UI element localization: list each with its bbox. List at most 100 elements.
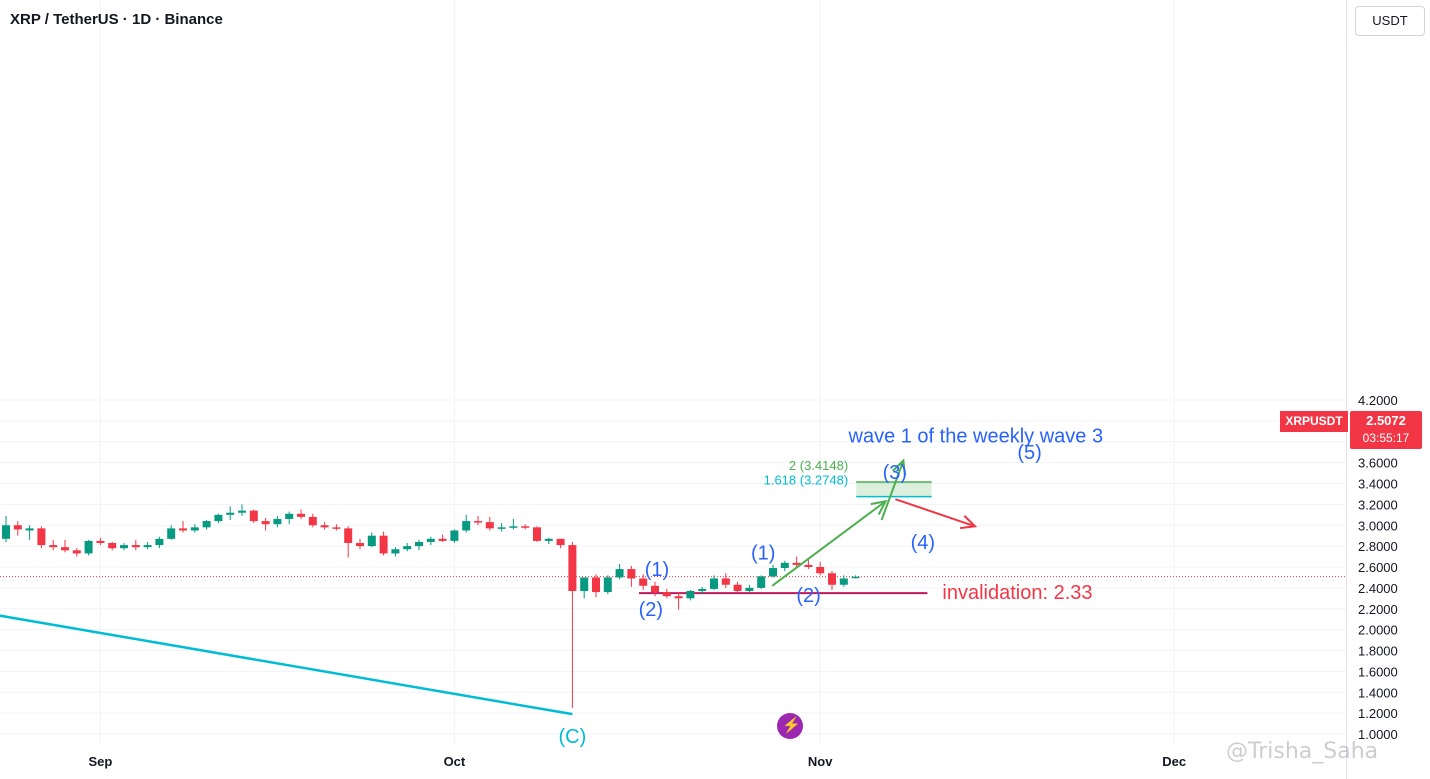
- candle-body[interactable]: [190, 527, 199, 531]
- wave-label: (2): [796, 585, 820, 607]
- candle-body[interactable]: [450, 530, 459, 541]
- candle-body[interactable]: [757, 576, 766, 588]
- candle-body[interactable]: [249, 510, 258, 522]
- candle-body[interactable]: [2, 525, 10, 539]
- candle-body[interactable]: [61, 547, 69, 551]
- y-tick-label: 2.2000: [1358, 602, 1398, 617]
- candle-body[interactable]: [639, 578, 648, 586]
- annotation-text: wave 1 of the weekly wave 3: [848, 425, 1104, 447]
- projection-arrow[interactable]: [895, 498, 976, 528]
- candle-body[interactable]: [816, 567, 825, 574]
- candle-body[interactable]: [261, 521, 270, 525]
- y-tick-label: 3.0000: [1358, 518, 1398, 533]
- y-tick-label: 2.0000: [1358, 623, 1398, 638]
- candle-body[interactable]: [332, 527, 341, 529]
- candle-body[interactable]: [13, 525, 22, 530]
- candle-body[interactable]: [769, 568, 777, 577]
- candle-body[interactable]: [202, 521, 211, 528]
- candle-body[interactable]: [320, 525, 329, 528]
- candle-body[interactable]: [851, 576, 860, 579]
- candle-body[interactable]: [615, 569, 624, 578]
- candle-body[interactable]: [580, 577, 589, 592]
- candle-body[interactable]: [308, 516, 317, 526]
- candle-body[interactable]: [627, 569, 636, 579]
- candle-body[interactable]: [828, 573, 836, 585]
- candle-body[interactable]: [674, 596, 683, 599]
- y-tick-label: 2.8000: [1358, 539, 1398, 554]
- candle-body[interactable]: [415, 541, 423, 547]
- candle-body[interactable]: [462, 521, 471, 531]
- candle-body[interactable]: [273, 518, 282, 525]
- candle-body[interactable]: [297, 513, 305, 517]
- projection-arrow[interactable]: [771, 500, 887, 587]
- y-tick-label: 3.4000: [1358, 477, 1398, 492]
- candle-body[interactable]: [49, 545, 58, 548]
- currency-button[interactable]: USDT: [1355, 6, 1425, 36]
- candle-body[interactable]: [533, 527, 541, 541]
- candle-body[interactable]: [568, 545, 577, 592]
- candle-body[interactable]: [37, 528, 46, 546]
- lightning-icon[interactable]: [777, 713, 803, 739]
- candle-body[interactable]: [25, 528, 34, 531]
- candle-body[interactable]: [556, 538, 565, 546]
- wave-label: (1): [645, 559, 669, 581]
- candle-body[interactable]: [592, 577, 600, 593]
- candle-body[interactable]: [497, 527, 506, 529]
- candle-body[interactable]: [721, 578, 730, 585]
- candle-body[interactable]: [96, 540, 105, 543]
- trend-line[interactable]: [0, 566, 573, 716]
- candle-body[interactable]: [84, 540, 93, 554]
- candle-body[interactable]: [356, 542, 364, 547]
- candle-body[interactable]: [474, 521, 482, 523]
- candle-body[interactable]: [603, 577, 612, 593]
- candle-body[interactable]: [367, 535, 376, 547]
- last-price-box: 2.5072 03:55:17: [1350, 411, 1422, 449]
- candle-body[interactable]: [698, 588, 707, 592]
- candle-body[interactable]: [745, 587, 754, 592]
- candle-body[interactable]: [214, 514, 223, 522]
- candle-body[interactable]: [651, 585, 659, 593]
- candle-body[interactable]: [72, 550, 81, 554]
- candle-body[interactable]: [155, 538, 164, 546]
- candle-body[interactable]: [839, 578, 848, 585]
- candle-body[interactable]: [485, 522, 494, 529]
- candle-body[interactable]: [379, 535, 388, 554]
- wave-label: (5): [1017, 442, 1041, 464]
- candle-body[interactable]: [167, 528, 176, 539]
- candle-body[interactable]: [108, 542, 117, 549]
- y-tick-label: 4.2000: [1358, 393, 1398, 408]
- y-tick-label: 1.6000: [1358, 664, 1398, 679]
- x-tick-label: Nov: [808, 754, 833, 769]
- arrow-head: [891, 458, 906, 476]
- candle-body[interactable]: [143, 545, 152, 548]
- candle-body[interactable]: [238, 510, 246, 513]
- symbol-price-tag: XRPUSDT: [1280, 411, 1348, 432]
- candle-body[interactable]: [285, 513, 294, 519]
- candle-body[interactable]: [179, 528, 187, 531]
- candle-body[interactable]: [131, 545, 140, 548]
- candle-body[interactable]: [403, 546, 412, 550]
- candle-body[interactable]: [804, 564, 813, 567]
- x-tick-label: Dec: [1162, 754, 1186, 769]
- candle-body[interactable]: [438, 538, 447, 541]
- projection-arrow[interactable]: [880, 460, 905, 521]
- candle-body[interactable]: [733, 584, 742, 592]
- candle-body[interactable]: [792, 562, 801, 565]
- candle-body[interactable]: [662, 592, 671, 597]
- candle-body[interactable]: [686, 591, 695, 599]
- candle-body[interactable]: [544, 538, 553, 541]
- candle-body[interactable]: [780, 562, 789, 569]
- watermark: @Trisha_Saha: [1226, 739, 1379, 764]
- candle-body[interactable]: [509, 526, 518, 528]
- candle-body[interactable]: [391, 549, 400, 554]
- y-tick-label: 1.2000: [1358, 706, 1398, 721]
- candle-body[interactable]: [344, 528, 353, 543]
- candle-body[interactable]: [120, 545, 128, 549]
- candle-body[interactable]: [226, 512, 235, 515]
- candle-body[interactable]: [426, 538, 435, 542]
- candle-body[interactable]: [710, 578, 718, 589]
- candle-body[interactable]: [521, 526, 530, 528]
- y-tick-label: 2.6000: [1358, 560, 1398, 575]
- y-tick-label: 1.4000: [1358, 685, 1398, 700]
